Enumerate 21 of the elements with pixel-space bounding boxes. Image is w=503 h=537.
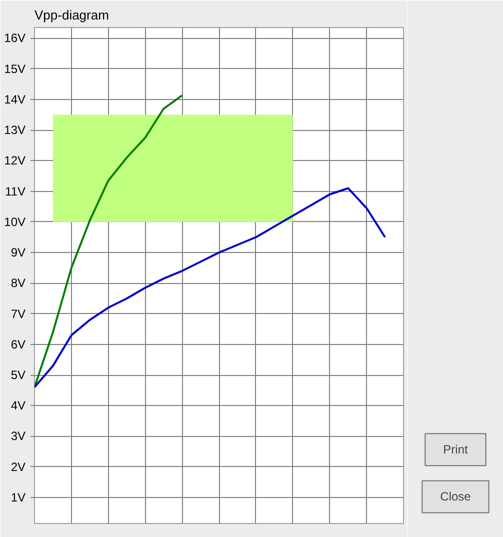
- y-tick-label: 13V: [4, 123, 26, 138]
- y-tick-label: 9V: [10, 246, 26, 260]
- line-series: [34, 187, 386, 388]
- y-tick-label: 1V: [10, 490, 26, 504]
- y-tick-label: 10V: [4, 214, 26, 229]
- y-tick-label: 3V: [10, 429, 26, 444]
- y-tick-label: 15V: [4, 62, 26, 76]
- y-tick-label: 16V: [4, 31, 26, 46]
- line-series: [34, 94, 184, 388]
- y-tick-label: 11V: [5, 184, 26, 198]
- text: Print: [443, 442, 469, 457]
- y-tick-label: 14V: [4, 92, 26, 106]
- y-tick-label: 6V: [10, 337, 26, 352]
- y-tick-label: 5V: [10, 368, 26, 382]
- y-tick-label: 4V: [10, 398, 26, 413]
- y-tick-label: 7V: [10, 306, 26, 321]
- chart-title: Vpp-diagram: [34, 8, 109, 22]
- text: Close: [440, 490, 472, 504]
- y-tick-label: 8V: [10, 276, 26, 290]
- y-tick-label: 2V: [10, 460, 26, 474]
- y-tick-label: 12V: [4, 154, 26, 168]
